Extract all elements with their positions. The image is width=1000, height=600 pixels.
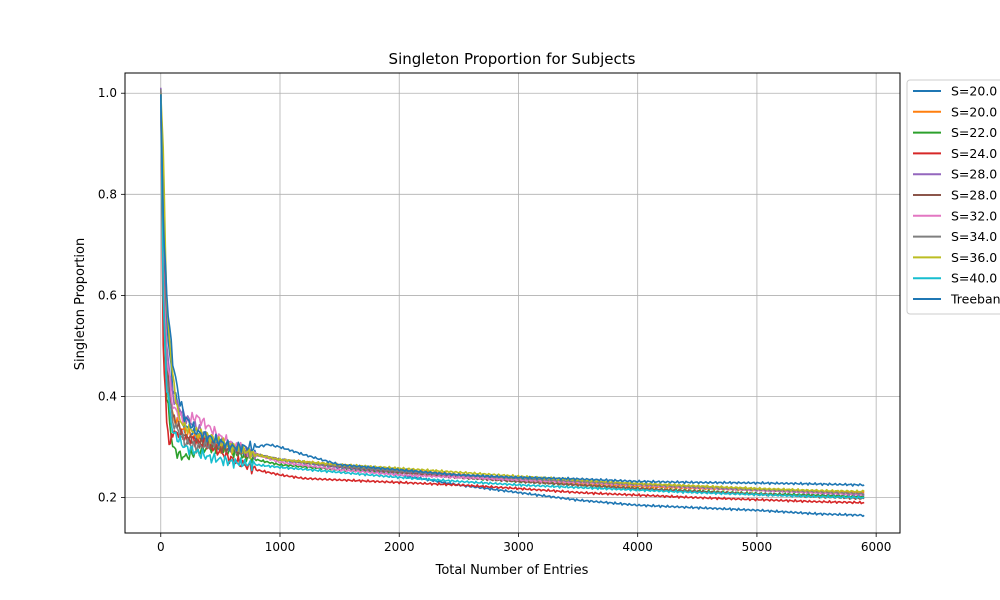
series-line-1 (160, 91, 865, 495)
legend-label: S=28.0 (951, 188, 997, 203)
series-line-7 (160, 89, 865, 496)
series-lines (160, 87, 865, 518)
y-tick-label: 0.4 (98, 390, 117, 404)
legend-label: S=32.0 (951, 208, 997, 223)
x-tick-label: 5000 (742, 540, 773, 554)
x-tick-label: 3000 (503, 540, 534, 554)
x-tick-label: 4000 (622, 540, 653, 554)
legend-label: S=28.0 (951, 167, 997, 182)
legend-label: S=24.0 (951, 146, 997, 161)
legend-label: S=40.0 (951, 271, 997, 286)
series-line-3 (160, 97, 865, 505)
legend-label: S=20.0 (951, 104, 997, 119)
series-line-10 (160, 94, 865, 487)
legend-label: S=34.0 (951, 229, 997, 244)
x-tick-label: 1000 (265, 540, 296, 554)
legend-box (906, 79, 1000, 315)
legend-label: S=36.0 (951, 250, 997, 265)
series-line-4 (160, 87, 865, 497)
x-tick-label: 6000 (861, 540, 892, 554)
series-line-9 (160, 94, 865, 500)
y-tick-label: 1.0 (98, 86, 117, 100)
y-tick-label: 0.8 (98, 187, 117, 201)
legend-label: S=20.0 (951, 84, 997, 99)
series-line-5 (160, 94, 865, 501)
series-line-8 (160, 93, 865, 494)
legend-label: S=22.0 (951, 125, 997, 140)
series-line-0 (160, 93, 865, 518)
plot-area (124, 72, 901, 534)
y-tick-label: 0.2 (98, 491, 117, 505)
y-tick-label: 0.6 (98, 288, 117, 302)
legend-label: Treebank (950, 292, 1000, 307)
x-axis-label: Total Number of Entries (435, 563, 589, 578)
legend: S=20.0 S=20.0 S=22.0 S=24.0 S=28.0 S=28.0 S=32… (906, 79, 1000, 315)
x-axis-ticks: 0 1000 2000 3000 4000 5000 6000 (157, 533, 891, 554)
grid (125, 73, 900, 533)
x-tick-label: 2000 (384, 540, 415, 554)
chart-title: Singleton Proportion for Subjects (389, 50, 636, 68)
x-tick-label: 0 (157, 540, 165, 554)
y-axis-label: Singleton Proportion (73, 238, 88, 370)
y-axis-ticks: 0.2 0.4 0.6 0.8 1.0 (98, 86, 125, 505)
series-line-6 (160, 97, 865, 496)
